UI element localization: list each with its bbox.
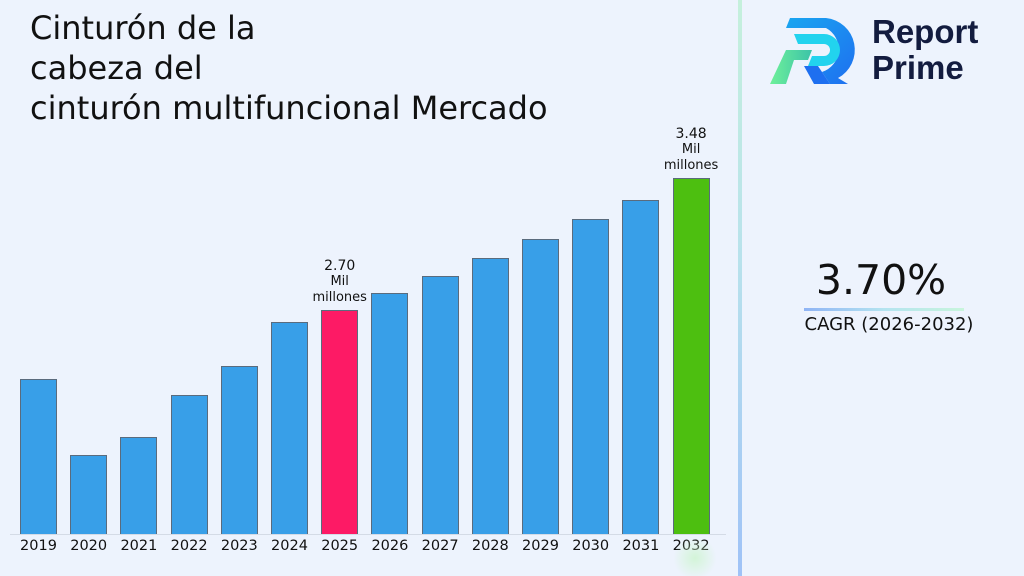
brand-name-line-2: Prime — [872, 49, 964, 86]
x-tick-label: 2025 — [321, 538, 359, 554]
x-tick-label: 2024 — [271, 538, 308, 554]
title-line-2: cabeza del — [30, 49, 203, 87]
bar-2028 — [471, 257, 509, 534]
bar-2031 — [622, 199, 660, 534]
x-axis-baseline — [10, 534, 726, 535]
title-line-3: cinturón multifuncional Mercado — [30, 89, 548, 127]
x-tick-label: 2029 — [522, 538, 559, 554]
brand-name: Report Prime — [872, 14, 978, 86]
bar-2025 — [321, 309, 359, 534]
bar-2032 — [672, 177, 710, 534]
bar-2021 — [120, 436, 158, 534]
x-tick-label: 2020 — [70, 538, 108, 554]
bar-2024 — [271, 321, 308, 534]
panel-divider — [738, 0, 742, 576]
x-tick-label: 2026 — [371, 538, 409, 554]
data-label-2032: 3.48 Mil millones — [663, 125, 719, 173]
x-tick-label: 2028 — [471, 538, 509, 554]
bar-2022 — [170, 394, 208, 534]
bar-chart: 2019 2020 2021 2022 2023 2024 2025 2.70 Mil millo… — [10, 125, 726, 554]
x-tick-label: 2027 — [421, 538, 459, 554]
chart-panel: Cinturón de la cabeza del cinturón multi… — [10, 8, 726, 576]
summary-panel — [742, 0, 1024, 576]
bar-2030 — [572, 218, 610, 534]
x-tick-label: 2023 — [220, 538, 258, 554]
bar-2020 — [70, 455, 108, 534]
x-tick-label: 2021 — [120, 538, 158, 554]
cagr-underline — [804, 308, 964, 311]
x-tick-label: 2019 — [20, 538, 57, 554]
bar-2026 — [371, 293, 409, 534]
report-prime-logo-icon — [770, 18, 855, 84]
chart-title: Cinturón de la cabeza del cinturón multi… — [30, 8, 670, 128]
bar-2027 — [421, 276, 459, 534]
cagr-label: CAGR (2026-2032) — [804, 314, 974, 335]
cagr-value: 3.70% — [815, 256, 947, 304]
data-label-2025: 2.70 Mil millones — [312, 257, 367, 305]
bar-2019 — [20, 379, 57, 534]
bar-2029 — [522, 238, 559, 534]
decorative-glow — [670, 540, 720, 576]
x-tick-label: 2031 — [622, 538, 660, 554]
brand-name-line-1: Report — [872, 13, 979, 50]
bar-2023 — [220, 365, 258, 534]
x-tick-label: 2022 — [170, 538, 208, 554]
x-tick-label: 2030 — [572, 538, 610, 554]
title-line-1: Cinturón de la — [30, 9, 256, 47]
